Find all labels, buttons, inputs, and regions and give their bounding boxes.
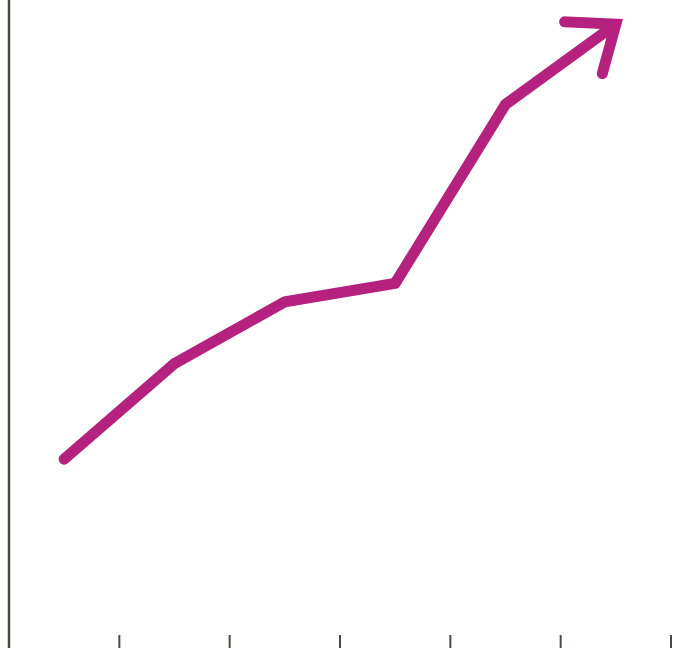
axes	[7, 0, 672, 648]
arrow-head	[559, 16, 623, 80]
series-line	[58, 22, 617, 465]
series-layer	[58, 16, 623, 465]
